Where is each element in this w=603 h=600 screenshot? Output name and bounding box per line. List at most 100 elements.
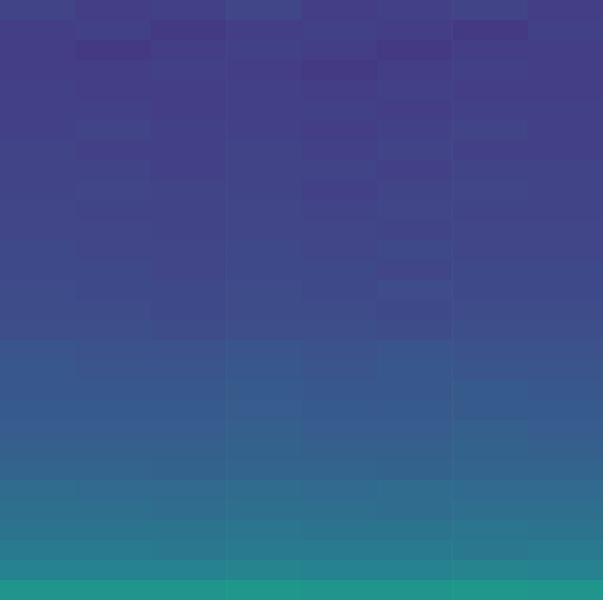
heatmap-cell bbox=[528, 420, 603, 441]
heatmap-cell bbox=[0, 260, 76, 281]
heatmap-cell bbox=[75, 400, 151, 421]
heatmap-cell bbox=[226, 60, 302, 81]
heatmap-cell bbox=[0, 360, 76, 381]
heatmap-cell bbox=[528, 0, 603, 21]
heatmap-cell bbox=[452, 560, 528, 581]
heatmap-cell bbox=[377, 160, 453, 181]
heatmap-cell bbox=[377, 40, 453, 61]
heatmap-cell bbox=[75, 320, 151, 341]
heatmap-cell bbox=[75, 500, 151, 521]
heatmap-cell bbox=[528, 160, 603, 181]
heatmap-cell bbox=[302, 340, 378, 361]
heatmap-cell bbox=[452, 140, 528, 161]
heatmap-cell bbox=[151, 80, 227, 101]
heatmap-cell bbox=[528, 360, 603, 381]
heatmap-cell bbox=[151, 0, 227, 21]
heatmap-cell bbox=[377, 280, 453, 301]
heatmap-cell bbox=[226, 240, 302, 261]
heatmap-cell bbox=[452, 60, 528, 81]
heatmap-cell bbox=[226, 20, 302, 41]
heatmap-cell bbox=[151, 160, 227, 181]
heatmap-cell bbox=[0, 140, 76, 161]
heatmap-cell bbox=[377, 400, 453, 421]
heatmap-cell bbox=[75, 140, 151, 161]
heatmap-cell bbox=[528, 280, 603, 301]
heatmap-cell bbox=[452, 40, 528, 61]
heatmap-cells bbox=[0, 0, 603, 600]
heatmap-cell bbox=[452, 20, 528, 41]
heatmap-cell bbox=[151, 460, 227, 481]
heatmap-cell bbox=[226, 300, 302, 321]
heatmap-cell bbox=[302, 500, 378, 521]
heatmap-cell bbox=[75, 100, 151, 121]
heatmap-cell bbox=[151, 260, 227, 281]
heatmap-cell bbox=[302, 280, 378, 301]
heatmap-cell bbox=[452, 500, 528, 521]
heatmap-cell bbox=[0, 380, 76, 401]
heatmap-cell bbox=[528, 140, 603, 161]
heatmap-cell bbox=[377, 340, 453, 361]
heatmap-cell bbox=[226, 200, 302, 221]
heatmap-cell bbox=[75, 360, 151, 381]
heatmap-cell bbox=[302, 240, 378, 261]
heatmap-cell bbox=[0, 560, 76, 581]
heatmap-cell bbox=[302, 0, 378, 21]
heatmap-cell bbox=[377, 180, 453, 201]
heatmap-cell bbox=[452, 120, 528, 141]
chart-container bbox=[0, 0, 603, 600]
heatmap-cell bbox=[377, 320, 453, 341]
heatmap-cell bbox=[75, 520, 151, 541]
heatmap-cell bbox=[452, 480, 528, 501]
heatmap-cell bbox=[151, 540, 227, 561]
heatmap-cell bbox=[452, 100, 528, 121]
heatmap-cell bbox=[0, 120, 76, 141]
heatmap-cell bbox=[302, 380, 378, 401]
heatmap-cell bbox=[377, 20, 453, 41]
heatmap-cell bbox=[226, 580, 302, 600]
heatmap-cell bbox=[302, 60, 378, 81]
heatmap-cell bbox=[452, 400, 528, 421]
heatmap-cell bbox=[75, 180, 151, 201]
heatmap-cell bbox=[226, 140, 302, 161]
heatmap-cell bbox=[302, 520, 378, 541]
heatmap-cell bbox=[452, 320, 528, 341]
heatmap-cell bbox=[528, 480, 603, 501]
heatmap-cell bbox=[151, 360, 227, 381]
heatmap-cell bbox=[528, 380, 603, 401]
heatmap-cell bbox=[528, 20, 603, 41]
heatmap-cell bbox=[0, 80, 76, 101]
heatmap-cell bbox=[452, 420, 528, 441]
heatmap-cell bbox=[0, 320, 76, 341]
heatmap-cell bbox=[226, 320, 302, 341]
heatmap-cell bbox=[75, 160, 151, 181]
heatmap-cell bbox=[452, 280, 528, 301]
heatmap-cell bbox=[0, 400, 76, 421]
heatmap-cell bbox=[377, 100, 453, 121]
heatmap-cell bbox=[226, 360, 302, 381]
heatmap-cell bbox=[302, 220, 378, 241]
heatmap-cell bbox=[75, 340, 151, 361]
heatmap-cell bbox=[377, 580, 453, 600]
heatmap-cell bbox=[528, 580, 603, 600]
heatmap-cell bbox=[75, 200, 151, 221]
heatmap-cell bbox=[377, 300, 453, 321]
heatmap-cell bbox=[377, 560, 453, 581]
heatmap-cell bbox=[75, 60, 151, 81]
heatmap-cell bbox=[75, 440, 151, 461]
heatmap-cell bbox=[226, 40, 302, 61]
heatmap-cell bbox=[302, 40, 378, 61]
heatmap-cell bbox=[302, 140, 378, 161]
heatmap-cell bbox=[151, 380, 227, 401]
heatmap-cell bbox=[302, 400, 378, 421]
heatmap-cell bbox=[452, 300, 528, 321]
heatmap-cell bbox=[302, 540, 378, 561]
heatmap-cell bbox=[528, 240, 603, 261]
heatmap-cell bbox=[226, 340, 302, 361]
heatmap-cell bbox=[528, 460, 603, 481]
heatmap-cell bbox=[302, 360, 378, 381]
heatmap-cell bbox=[151, 20, 227, 41]
chart-svg bbox=[0, 0, 603, 600]
heatmap-cell bbox=[226, 520, 302, 541]
heatmap-cell bbox=[151, 200, 227, 221]
heatmap-cell bbox=[75, 380, 151, 401]
